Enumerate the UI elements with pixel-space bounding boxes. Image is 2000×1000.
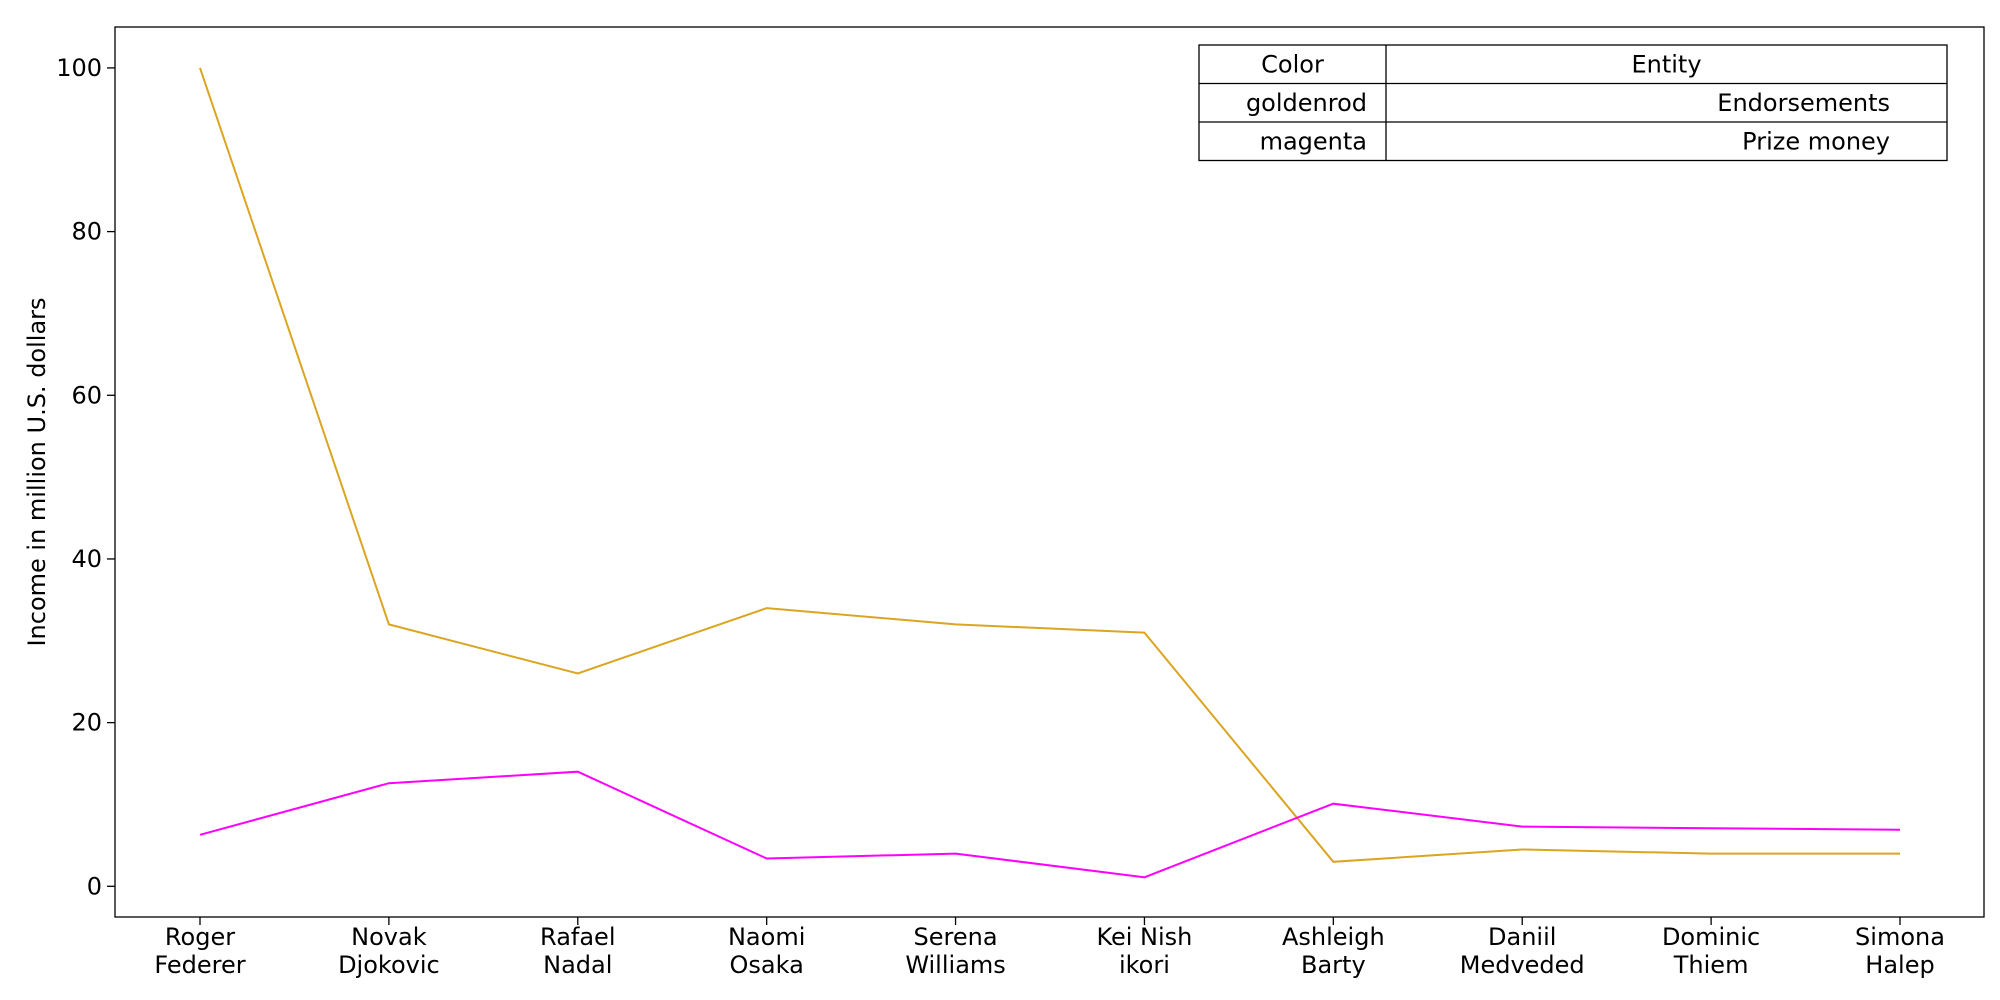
legend-cell-color: goldenrod — [1246, 89, 1367, 117]
legend-cell-entity: Prize money — [1742, 127, 1890, 155]
y-tick-label: 20 — [71, 709, 102, 737]
y-tick-label: 60 — [71, 381, 102, 409]
x-tick-label: Dominic Thiem — [1662, 923, 1760, 979]
x-tick-label: Ashleigh Barty — [1282, 923, 1385, 979]
series-line-endorsements — [199, 67, 1900, 863]
plot-area-frame — [114, 26, 1985, 918]
x-tick-label: Serena Williams — [905, 923, 1005, 979]
x-tick-label: Simona Halep — [1855, 923, 1945, 979]
legend-header-color: Color — [1261, 50, 1324, 78]
y-tick-label: 80 — [71, 218, 102, 246]
x-tick-label: Roger Federer — [154, 923, 245, 979]
x-tick-label: Naomi Osaka — [728, 923, 805, 979]
y-tick-label: 0 — [87, 872, 102, 900]
x-tick-label: Novak Djokovic — [338, 923, 440, 979]
legend-table: Color Entity goldenrod Endorsements magenta P… — [1198, 44, 1948, 162]
series-line-prize-money — [199, 770, 1901, 879]
x-tick-label: Rafael Nadal — [540, 923, 615, 979]
legend-header-entity: Entity — [1631, 50, 1701, 78]
y-tick-label: 40 — [71, 545, 102, 573]
x-tick-label: Daniil Medveded — [1460, 923, 1585, 979]
y-axis: 0 20 40 60 80 100 — [56, 54, 115, 900]
x-axis: Roger Federer Novak Djokovic Rafael Nadal Naom… — [154, 917, 1945, 979]
x-tick-label: Kei Nish ikori — [1096, 923, 1192, 979]
series-layer — [199, 67, 1901, 879]
legend-cell-color: magenta — [1260, 127, 1367, 155]
legend-cell-entity: Endorsements — [1717, 89, 1890, 117]
legend-table-frame — [1198, 44, 1948, 162]
y-tick-label: 100 — [56, 54, 102, 82]
y-axis-label: Income in million U.S. dollars — [23, 297, 51, 646]
